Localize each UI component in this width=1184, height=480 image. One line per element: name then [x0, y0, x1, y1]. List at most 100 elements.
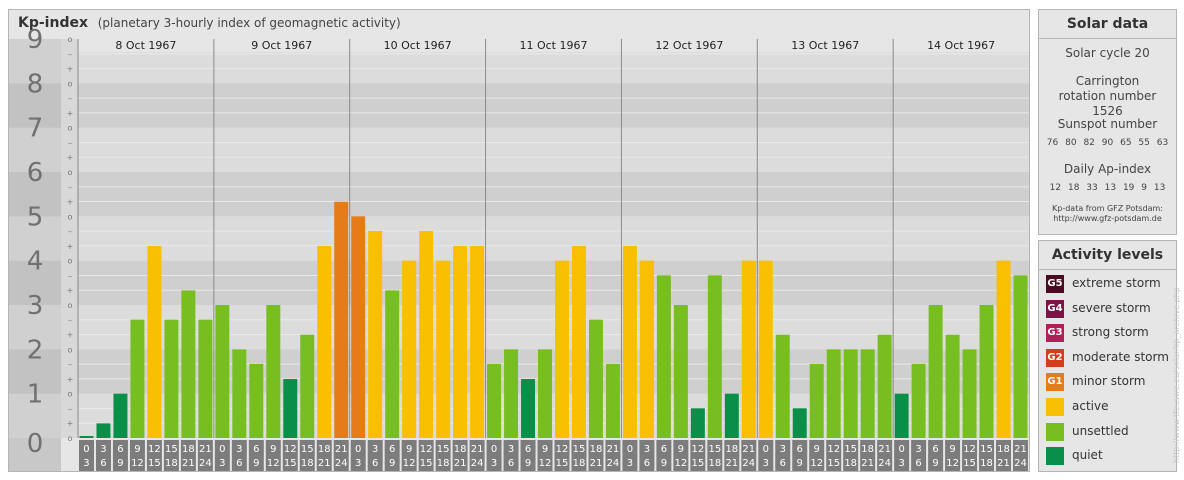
interval-cell [163, 440, 179, 471]
interval-end: 15 [284, 458, 297, 469]
kp-bar [979, 305, 994, 438]
minor-tick-label: + [67, 419, 74, 428]
interval-end: 9 [932, 458, 938, 469]
interval-start: 18 [590, 444, 603, 455]
interval-cell [605, 440, 621, 471]
interval-cell [180, 440, 196, 471]
chart-title-text: Kp-index [18, 15, 88, 31]
kp-bar [775, 334, 790, 438]
interval-end: 18 [165, 458, 178, 469]
interval-start: 9 [814, 444, 820, 455]
day-header-bg [485, 38, 622, 52]
interval-cell [928, 440, 944, 471]
legend-swatch: G3 [1046, 324, 1064, 343]
interval-end: 18 [980, 458, 993, 469]
interval-end: 24 [335, 458, 348, 469]
y-axis-band [9, 39, 61, 84]
interval-end: 12 [539, 458, 552, 469]
interval-cell [860, 440, 876, 471]
interval-cell [452, 440, 468, 471]
interval-end: 15 [691, 458, 704, 469]
day-header-bg [349, 38, 486, 52]
sunspot-value: 65 [1120, 138, 1132, 148]
kp-bar [283, 379, 298, 438]
interval-cell [435, 440, 451, 471]
kp-bar [487, 363, 502, 438]
legend-label: minor storm [1072, 374, 1146, 389]
interval-cell [112, 440, 128, 471]
interval-cell [146, 440, 162, 471]
interval-cell [979, 440, 995, 471]
kp-band [78, 260, 1029, 305]
y-axis-band [9, 393, 61, 438]
y-tick-label: 1 [27, 380, 44, 410]
kp-bar [894, 393, 909, 438]
kp-bar [164, 319, 179, 438]
day-header-bg [757, 38, 894, 52]
source-link[interactable]: http://www.gfz-potsdam.de [1053, 214, 1162, 223]
interval-cell [690, 440, 706, 471]
kp-bar [860, 349, 875, 438]
ap-label: Daily Ap-index [1063, 162, 1152, 176]
kp-bar [809, 363, 824, 438]
minor-tick-label: – [68, 404, 72, 413]
activity-levels-title: Activity levels [1039, 247, 1176, 270]
kp-band [78, 305, 1029, 350]
interval-cell [333, 440, 349, 471]
interval-cell [503, 440, 519, 471]
y-tick-label: 5 [27, 202, 44, 232]
interval-cell [588, 440, 604, 471]
y-tick-label: 7 [27, 114, 44, 144]
kp-bar [113, 393, 128, 438]
source-text: Kp-data from GFZ Potsdam: [1052, 204, 1163, 213]
interval-end: 9 [389, 458, 395, 469]
interval-cell [962, 440, 978, 471]
kp-bar [198, 319, 213, 438]
interval-start: 18 [725, 444, 738, 455]
interval-start: 21 [199, 444, 212, 455]
minor-tick-label: o [68, 301, 73, 310]
interval-cell [248, 440, 264, 471]
interval-start: 12 [827, 444, 840, 455]
minor-tick-label: + [67, 109, 74, 118]
interval-end: 12 [131, 458, 144, 469]
interval-cell [214, 440, 230, 471]
sunspot-values: 76 80 82 90 65 55 63 [1039, 138, 1176, 148]
interval-start: 3 [644, 444, 650, 455]
kp-bar [385, 290, 400, 438]
kp-bar [436, 260, 451, 438]
interval-end: 24 [471, 458, 484, 469]
interval-end: 12 [946, 458, 959, 469]
legend-label: severe storm [1072, 300, 1151, 315]
kp-bar [843, 349, 858, 438]
interval-start: 21 [607, 444, 620, 455]
minor-tick-label: o [68, 257, 73, 266]
interval-start: 18 [997, 444, 1010, 455]
kp-band [78, 127, 1029, 172]
interval-cell [894, 440, 910, 471]
interval-start: 15 [573, 444, 586, 455]
interval-end: 18 [301, 458, 314, 469]
minor-tick-label: o [68, 390, 73, 399]
interval-cell [707, 440, 723, 471]
interval-start: 0 [898, 444, 904, 455]
interval-cell [299, 440, 315, 471]
interval-cell [265, 440, 281, 471]
interval-start: 9 [678, 444, 684, 455]
day-label: 11 Oct 1967 [519, 39, 587, 52]
y-tick-label: 6 [27, 158, 44, 188]
day-label: 14 Oct 1967 [927, 39, 995, 52]
legend-swatch: G4 [1046, 299, 1064, 318]
interval-end: 6 [915, 458, 921, 469]
interval-start: 0 [627, 444, 633, 455]
minor-tick-label: + [67, 286, 74, 295]
interval-cell [486, 440, 502, 471]
kp-bar [622, 246, 637, 438]
interval-end: 18 [437, 458, 450, 469]
kp-chart-panel: Kp-index (planetary 3-hourly index of ge… [8, 9, 1030, 472]
legend-swatch [1046, 398, 1064, 416]
kp-bar [419, 230, 434, 438]
interval-start: 9 [134, 444, 140, 455]
interval-start: 6 [661, 444, 667, 455]
interval-end: 6 [644, 458, 650, 469]
